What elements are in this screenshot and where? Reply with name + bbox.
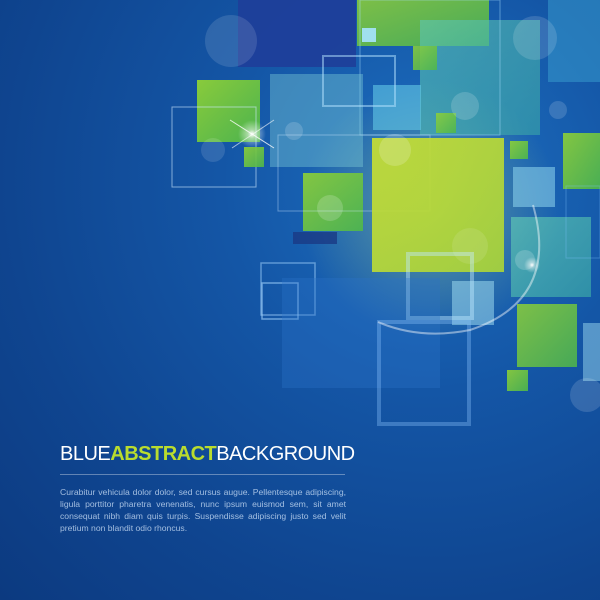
light-arc <box>377 204 541 335</box>
headline: BLUEABSTRACTBACKGROUND <box>60 441 355 467</box>
square <box>270 74 363 167</box>
headline-word-abstract: ABSTRACT <box>110 443 217 465</box>
bokeh <box>513 16 557 60</box>
bokeh <box>549 101 567 119</box>
bokeh <box>205 15 257 67</box>
headline-word-blue: BLUE <box>60 443 111 465</box>
square <box>413 46 437 70</box>
headline-word-background: BACKGROUND <box>216 443 355 465</box>
square <box>583 323 600 381</box>
square <box>513 167 555 207</box>
square <box>510 141 528 159</box>
square <box>359 0 501 136</box>
body-text: Curabitur vehicula dolor dolor, sed curs… <box>60 487 346 533</box>
square <box>517 304 577 367</box>
square <box>372 138 504 272</box>
square <box>362 28 376 42</box>
square <box>406 252 474 320</box>
bokeh <box>570 378 600 412</box>
square <box>373 85 421 130</box>
lens-flare-ray <box>229 119 275 149</box>
square <box>293 232 337 244</box>
square <box>322 55 396 107</box>
bokeh <box>285 122 303 140</box>
square <box>565 185 600 259</box>
square <box>548 0 600 82</box>
square <box>261 282 299 320</box>
bokeh <box>379 134 411 166</box>
bokeh <box>317 195 343 221</box>
square <box>303 173 363 231</box>
square <box>511 217 591 297</box>
lens-flare-ray <box>231 119 275 149</box>
square <box>377 320 471 426</box>
lens-flare <box>524 257 540 273</box>
square <box>452 281 494 325</box>
divider <box>60 474 345 475</box>
bokeh <box>201 138 225 162</box>
square <box>507 370 528 391</box>
square <box>282 278 440 388</box>
square <box>436 113 456 133</box>
square <box>244 147 264 167</box>
bokeh <box>452 228 488 264</box>
square <box>260 262 316 316</box>
bokeh <box>451 92 479 120</box>
square <box>563 133 600 189</box>
